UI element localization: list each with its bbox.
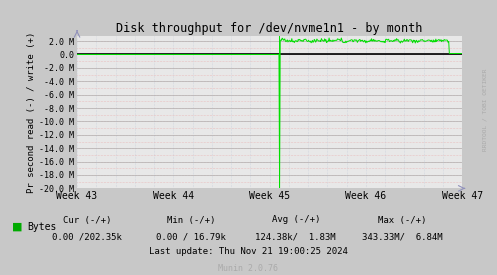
Text: 0.00 /202.35k: 0.00 /202.35k (52, 232, 122, 241)
Text: Min (-/+): Min (-/+) (167, 216, 216, 224)
Text: 0.00 / 16.79k: 0.00 / 16.79k (157, 232, 226, 241)
Text: Cur (-/+): Cur (-/+) (63, 216, 111, 224)
Text: 343.33M/  6.84M: 343.33M/ 6.84M (362, 232, 443, 241)
Y-axis label: Pr second read (-) / write (+): Pr second read (-) / write (+) (27, 31, 36, 193)
Text: Bytes: Bytes (27, 222, 57, 232)
Title: Disk throughput for /dev/nvme1n1 - by month: Disk throughput for /dev/nvme1n1 - by mo… (116, 21, 423, 35)
Text: 124.38k/  1.83M: 124.38k/ 1.83M (255, 232, 336, 241)
Text: Avg (-/+): Avg (-/+) (271, 216, 320, 224)
Text: Munin 2.0.76: Munin 2.0.76 (219, 264, 278, 273)
Text: Max (-/+): Max (-/+) (378, 216, 427, 224)
Text: Last update: Thu Nov 21 19:00:25 2024: Last update: Thu Nov 21 19:00:25 2024 (149, 247, 348, 256)
Text: RRDTOOL / TOBI OETIKER: RRDTOOL / TOBI OETIKER (483, 69, 488, 151)
Text: ■: ■ (12, 222, 23, 232)
